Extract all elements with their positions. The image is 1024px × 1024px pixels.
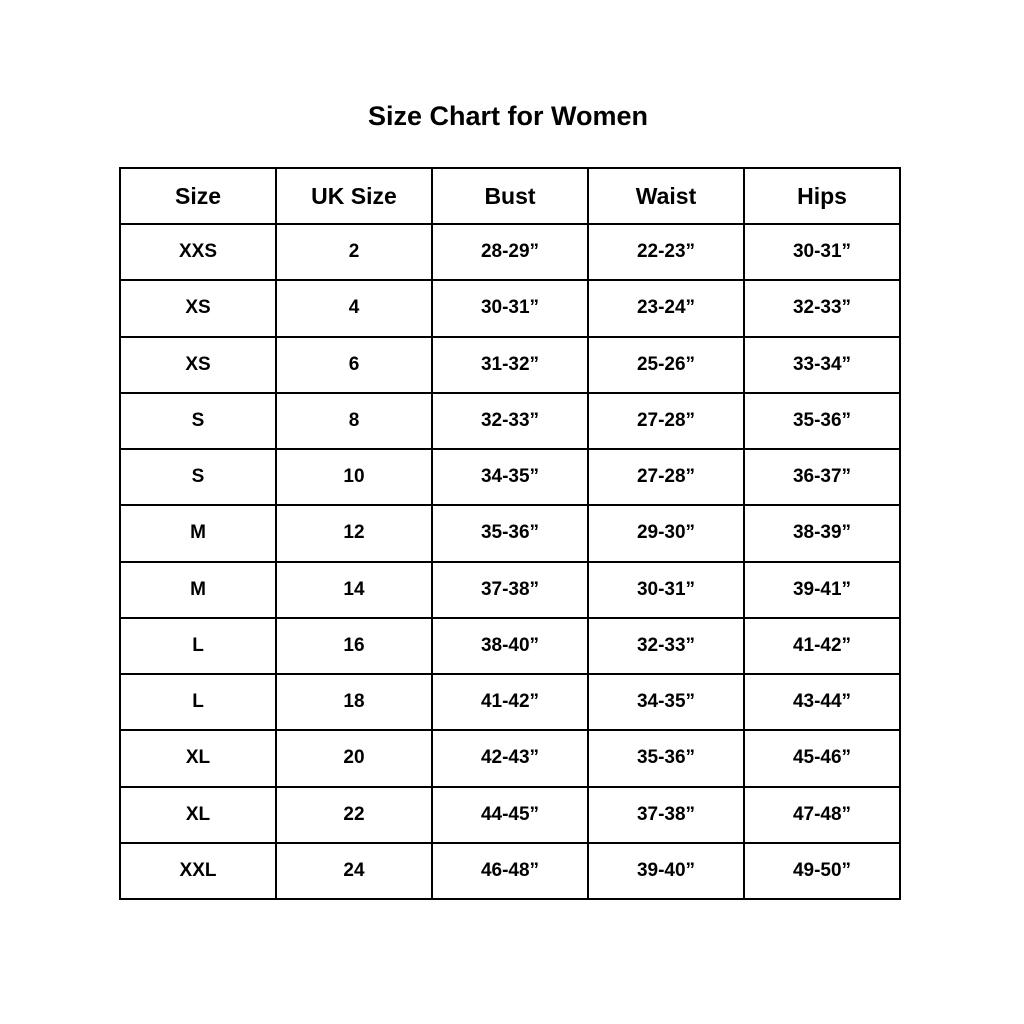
table-cell: 22 bbox=[275, 785, 433, 844]
table-cell: 23-24” bbox=[587, 279, 745, 338]
table-cell: M bbox=[119, 504, 277, 563]
table-row: XS 6 31-32” 25-26” 33-34” bbox=[119, 335, 901, 394]
table-cell: 12 bbox=[275, 504, 433, 563]
table-row: S 8 32-33” 27-28” 35-36” bbox=[119, 391, 901, 451]
table-cell: 6 bbox=[275, 335, 433, 394]
table-cell: 10 bbox=[275, 447, 433, 507]
table-cell: S bbox=[119, 447, 277, 507]
table-cell: 24 bbox=[275, 841, 433, 901]
table-cell: 39-41” bbox=[743, 560, 901, 619]
column-header: UK Size bbox=[275, 167, 433, 225]
table-cell: 32-33” bbox=[587, 616, 745, 676]
table-row: XL 22 44-45” 37-38” 47-48” bbox=[119, 785, 901, 844]
table-cell: 30-31” bbox=[431, 279, 589, 338]
table-cell: 16 bbox=[275, 616, 433, 676]
table-cell: XL bbox=[119, 729, 277, 788]
table-cell: 31-32” bbox=[431, 335, 589, 394]
table-cell: 45-46” bbox=[743, 729, 901, 788]
table-row: M 12 35-36” 29-30” 38-39” bbox=[119, 504, 901, 563]
table-cell: 27-28” bbox=[587, 391, 745, 451]
table-cell: 22-23” bbox=[587, 222, 745, 282]
table-row: S 10 34-35” 27-28” 36-37” bbox=[119, 447, 901, 507]
table-cell: 36-37” bbox=[743, 447, 901, 507]
table-cell: 46-48” bbox=[431, 841, 589, 901]
size-chart-table: Size UK Size Bust Waist Hips XXS 2 28-29” 22-23… bbox=[119, 167, 901, 901]
column-header: Size bbox=[119, 167, 277, 225]
table-row: XXL 24 46-48” 39-40” 49-50” bbox=[119, 841, 901, 901]
table-row: XXS 2 28-29” 22-23” 30-31” bbox=[119, 222, 901, 282]
table-cell: 29-30” bbox=[587, 504, 745, 563]
table-cell: 34-35” bbox=[431, 447, 589, 507]
table-cell: 37-38” bbox=[587, 785, 745, 844]
header-row: Size UK Size Bust Waist Hips bbox=[119, 167, 901, 225]
column-header: Bust bbox=[431, 167, 589, 225]
table-cell: 39-40” bbox=[587, 841, 745, 901]
table-cell: 27-28” bbox=[587, 447, 745, 507]
table-cell: XS bbox=[119, 335, 277, 394]
table-cell: 28-29” bbox=[431, 222, 589, 282]
table-row: XL 20 42-43” 35-36” 45-46” bbox=[119, 729, 901, 788]
table-cell: XS bbox=[119, 279, 277, 338]
table-cell: 32-33” bbox=[431, 391, 589, 451]
table-cell: 32-33” bbox=[743, 279, 901, 338]
table-cell: XXL bbox=[119, 841, 277, 901]
table-cell: 25-26” bbox=[587, 335, 745, 394]
column-header: Hips bbox=[743, 167, 901, 225]
table-row: L 16 38-40” 32-33” 41-42” bbox=[119, 616, 901, 676]
table-cell: S bbox=[119, 391, 277, 451]
column-header: Waist bbox=[587, 167, 745, 225]
table-cell: 8 bbox=[275, 391, 433, 451]
table-cell: L bbox=[119, 672, 277, 732]
table-cell: 35-36” bbox=[431, 504, 589, 563]
table-cell: 34-35” bbox=[587, 672, 745, 732]
table-cell: 41-42” bbox=[431, 672, 589, 732]
table-cell: 38-40” bbox=[431, 616, 589, 676]
table-row: L 18 41-42” 34-35” 43-44” bbox=[119, 672, 901, 732]
table-cell: 49-50” bbox=[743, 841, 901, 901]
table-cell: 37-38” bbox=[431, 560, 589, 619]
table-row: XS 4 30-31” 23-24” 32-33” bbox=[119, 279, 901, 338]
table-cell: L bbox=[119, 616, 277, 676]
table-cell: XXS bbox=[119, 222, 277, 282]
table-cell: 2 bbox=[275, 222, 433, 282]
table-cell: 20 bbox=[275, 729, 433, 788]
table-cell: 35-36” bbox=[743, 391, 901, 451]
table-cell: 4 bbox=[275, 279, 433, 338]
table-row: M 14 37-38” 30-31” 39-41” bbox=[119, 560, 901, 619]
table-cell: 44-45” bbox=[431, 785, 589, 844]
table-cell: 33-34” bbox=[743, 335, 901, 394]
table-cell: 14 bbox=[275, 560, 433, 619]
table-cell: 42-43” bbox=[431, 729, 589, 788]
table-cell: 38-39” bbox=[743, 504, 901, 563]
page-title: Size Chart for Women bbox=[367, 101, 649, 131]
table-cell: M bbox=[119, 560, 277, 619]
table-cell: 47-48” bbox=[743, 785, 901, 844]
table-cell: 43-44” bbox=[743, 672, 901, 732]
table-cell: 41-42” bbox=[743, 616, 901, 676]
table-cell: 30-31” bbox=[587, 560, 745, 619]
table-cell: 30-31” bbox=[743, 222, 901, 282]
table-cell: 18 bbox=[275, 672, 433, 732]
table-cell: 35-36” bbox=[587, 729, 745, 788]
table-cell: XL bbox=[119, 785, 277, 844]
